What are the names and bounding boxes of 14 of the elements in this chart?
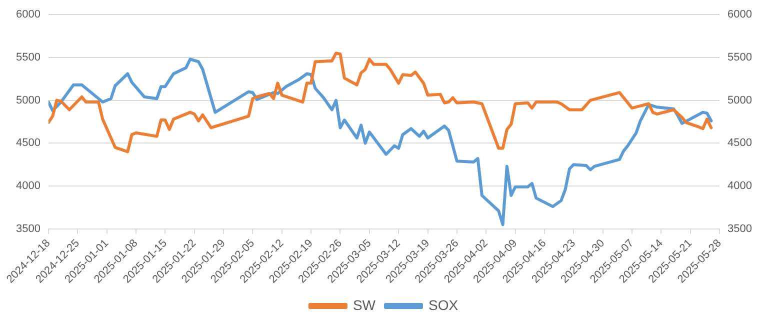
y2-tick-label: 4000: [728, 180, 752, 192]
y2-tick-label: 5000: [728, 94, 752, 106]
y-tick-label: 6000: [16, 8, 40, 21]
y-tick-label: 4500: [16, 137, 40, 150]
legend-label: SW: [352, 296, 376, 313]
y-tick-label: 4000: [16, 180, 40, 192]
y-tick-label: 5500: [16, 51, 40, 64]
y-tick-label: 5000: [16, 94, 40, 106]
y2-tick-label: 4500: [728, 137, 752, 150]
legend-label: SOX: [428, 296, 459, 313]
y2-tick-label: 3500: [728, 222, 752, 235]
y2-tick-label: 5500: [728, 51, 752, 64]
y-tick-label: 3500: [16, 222, 40, 235]
y2-tick-label: 6000: [728, 8, 752, 21]
